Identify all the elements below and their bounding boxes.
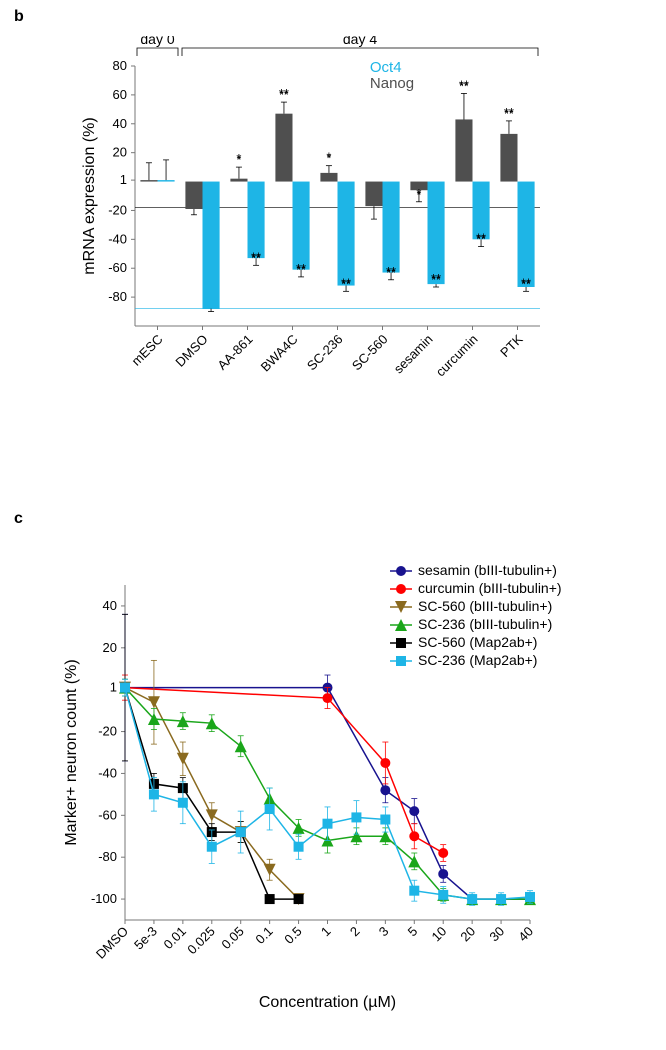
svg-text:0.5: 0.5 <box>281 924 304 947</box>
svg-text:curcumin (bIII-tubulin+): curcumin (bIII-tubulin+) <box>418 580 562 596</box>
panel-b-chart: -80 -60 -40 -20 1 20 40 60 80 mRNA expression (%)… <box>80 36 550 416</box>
bar-chart-svg: -80 -60 -40 -20 1 20 40 60 80 mRNA expression (%)… <box>80 36 550 416</box>
svg-text:mRNA expression (%): mRNA expression (%) <box>81 117 98 274</box>
svg-text:*: * <box>416 186 421 201</box>
svg-text:Marker+ neuron count (%): Marker+ neuron count (%) <box>63 659 80 845</box>
svg-text:**: ** <box>279 86 289 101</box>
svg-text:DMSO: DMSO <box>93 924 131 962</box>
svg-text:1: 1 <box>318 924 334 940</box>
svg-text:SC-560: SC-560 <box>349 332 391 374</box>
svg-text:**: ** <box>504 105 514 120</box>
svg-text:5: 5 <box>405 924 421 940</box>
svg-text:40: 40 <box>515 924 536 945</box>
svg-text:-40: -40 <box>98 765 117 780</box>
svg-text:SC-236: SC-236 <box>304 332 346 374</box>
svg-text:-100: -100 <box>91 891 117 906</box>
svg-text:day 4: day 4 <box>343 36 377 47</box>
svg-text:*: * <box>236 151 241 166</box>
svg-text:1: 1 <box>110 680 117 695</box>
panel-c-label: c <box>14 510 23 528</box>
svg-text:mESC: mESC <box>128 332 165 369</box>
svg-text:0.025: 0.025 <box>184 924 218 958</box>
svg-text:DMSO: DMSO <box>172 332 210 370</box>
svg-text:-20: -20 <box>108 202 127 217</box>
svg-text:**: ** <box>459 77 469 92</box>
svg-text:**: ** <box>251 249 261 264</box>
svg-text:PTK: PTK <box>497 331 526 360</box>
svg-text:2: 2 <box>347 924 363 940</box>
svg-text:curcumin: curcumin <box>433 332 481 380</box>
svg-text:SC-236 (bIII-tubulin+): SC-236 (bIII-tubulin+) <box>418 616 552 632</box>
svg-text:10: 10 <box>428 924 449 945</box>
svg-text:Nanog: Nanog <box>370 75 414 92</box>
svg-text:*: * <box>326 150 331 165</box>
svg-text:**: ** <box>431 271 441 286</box>
svg-text:20: 20 <box>103 640 117 655</box>
svg-text:60: 60 <box>113 87 127 102</box>
svg-text:3: 3 <box>376 924 392 940</box>
svg-text:-40: -40 <box>108 231 127 246</box>
svg-text:40: 40 <box>113 116 127 131</box>
svg-text:-60: -60 <box>98 807 117 822</box>
svg-text:1: 1 <box>120 172 127 187</box>
svg-text:0.05: 0.05 <box>218 924 247 953</box>
svg-text:5e-3: 5e-3 <box>131 924 160 953</box>
svg-text:Oct4: Oct4 <box>370 59 402 76</box>
line-chart-svg: -100 -80 -60 -40 -20 1 20 40 Marker+ neuron coun… <box>60 555 650 1015</box>
svg-text:-20: -20 <box>98 724 117 739</box>
svg-text:**: ** <box>341 275 351 290</box>
svg-text:-80: -80 <box>98 849 117 864</box>
svg-text:20: 20 <box>457 924 478 945</box>
svg-text:BWA4C: BWA4C <box>258 332 301 375</box>
svg-text:SC-236 (Map2ab+): SC-236 (Map2ab+) <box>418 652 537 668</box>
svg-text:0.1: 0.1 <box>252 924 275 947</box>
svg-text:**: ** <box>296 261 306 276</box>
svg-text:Concentration (µM): Concentration (µM) <box>259 994 396 1011</box>
svg-text:SC-560 (Map2ab+): SC-560 (Map2ab+) <box>418 634 537 650</box>
svg-text:**: ** <box>476 231 486 246</box>
svg-text:sesamin (bIII-tubulin+): sesamin (bIII-tubulin+) <box>418 562 557 578</box>
svg-text:20: 20 <box>113 145 127 160</box>
svg-text:SC-560 (bIII-tubulin+): SC-560 (bIII-tubulin+) <box>418 598 552 614</box>
svg-text:sesamin: sesamin <box>391 332 436 377</box>
svg-text:-60: -60 <box>108 260 127 275</box>
svg-text:AA-861: AA-861 <box>214 332 255 373</box>
svg-text:30: 30 <box>486 924 507 945</box>
svg-text:**: ** <box>521 275 531 290</box>
svg-text:40: 40 <box>103 598 117 613</box>
svg-text:day 0: day 0 <box>140 36 174 47</box>
svg-text:**: ** <box>386 264 396 279</box>
panel-b-label: b <box>14 8 24 26</box>
panel-c-chart: -100 -80 -60 -40 -20 1 20 40 Marker+ neuron coun… <box>60 555 650 1015</box>
svg-text:80: 80 <box>113 58 127 73</box>
svg-text:-80: -80 <box>108 289 127 304</box>
